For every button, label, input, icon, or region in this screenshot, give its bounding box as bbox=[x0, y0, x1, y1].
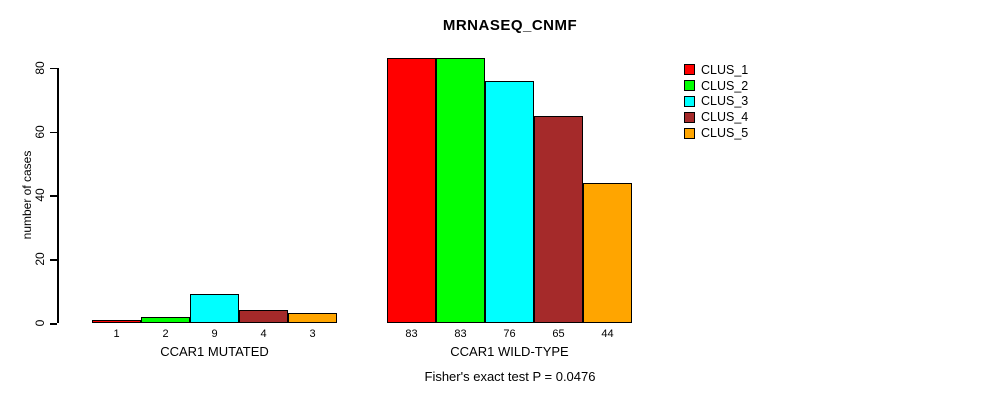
y-tick-label: 20 bbox=[33, 252, 47, 266]
legend-item: CLUS_1 bbox=[684, 62, 748, 78]
legend-label: CLUS_5 bbox=[701, 126, 749, 141]
legend-label: CLUS_4 bbox=[701, 110, 749, 125]
bar-value-label: 9 bbox=[211, 328, 218, 340]
bar bbox=[92, 320, 141, 323]
bar-value-label: 44 bbox=[601, 328, 614, 340]
bar bbox=[239, 310, 288, 323]
y-tick-label: 80 bbox=[33, 61, 47, 75]
legend-swatch-icon bbox=[684, 64, 695, 76]
y-tick bbox=[50, 259, 57, 261]
bar-value-label: 76 bbox=[503, 328, 516, 340]
bar bbox=[436, 58, 485, 323]
legend-swatch-icon bbox=[684, 80, 695, 92]
legend-item: CLUS_3 bbox=[684, 94, 748, 110]
bar-value-label: 83 bbox=[405, 328, 418, 340]
y-axis-label: number of cases bbox=[20, 150, 34, 240]
bar bbox=[387, 58, 436, 323]
bar bbox=[190, 294, 239, 323]
y-tick bbox=[50, 195, 57, 197]
stat-annotation: Fisher's exact test P = 0.0476 bbox=[424, 369, 596, 384]
y-tick-label: 40 bbox=[33, 188, 47, 203]
bar bbox=[485, 81, 534, 323]
group-label: CCAR1 MUTATED bbox=[160, 344, 269, 359]
y-tick bbox=[50, 67, 57, 70]
y-tick-label: 0 bbox=[33, 319, 47, 327]
y-tick bbox=[50, 131, 57, 134]
bar bbox=[141, 317, 190, 323]
bar bbox=[583, 183, 632, 323]
bar bbox=[534, 116, 583, 323]
legend-item: CLUS_5 bbox=[684, 125, 748, 141]
legend-item: CLUS_4 bbox=[684, 109, 748, 125]
bar-value-label: 1 bbox=[113, 328, 120, 340]
bar bbox=[288, 313, 337, 323]
group-label: CCAR1 WILD-TYPE bbox=[450, 344, 569, 359]
legend-item: CLUS_2 bbox=[684, 78, 748, 94]
bar-value-label: 83 bbox=[454, 328, 467, 340]
legend-swatch-icon bbox=[684, 127, 695, 139]
legend-label: CLUS_2 bbox=[701, 78, 749, 93]
bar-value-label: 4 bbox=[260, 328, 267, 340]
legend: CLUS_1 CLUS_2 CLUS_3 CLUS_4 CLUS_5 bbox=[684, 62, 748, 141]
chart-title: MRNASEQ_CNMF bbox=[442, 17, 578, 34]
legend-swatch-icon bbox=[684, 111, 695, 123]
legend-label: CLUS_1 bbox=[701, 62, 749, 77]
bar-value-label: 65 bbox=[552, 328, 565, 340]
bar-value-label: 2 bbox=[162, 328, 169, 340]
legend-label: CLUS_3 bbox=[701, 94, 749, 109]
legend-swatch-icon bbox=[684, 95, 695, 107]
y-axis bbox=[57, 68, 59, 323]
y-tick bbox=[50, 323, 57, 325]
bar-value-label: 3 bbox=[309, 328, 316, 340]
y-tick-label: 60 bbox=[33, 124, 47, 139]
